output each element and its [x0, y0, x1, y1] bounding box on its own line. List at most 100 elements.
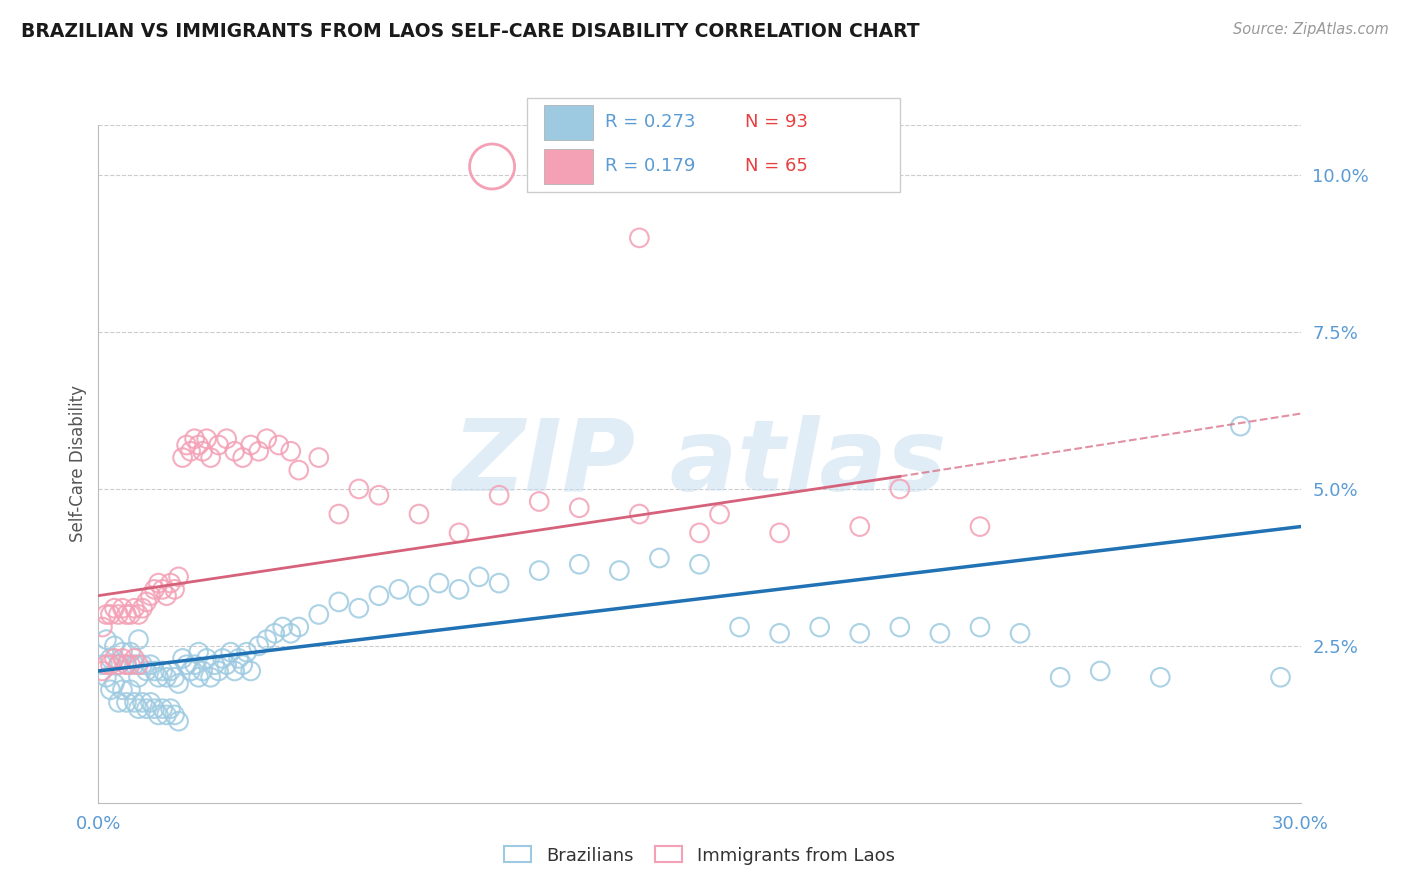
Point [256, 432, 278, 446]
Point [187, 645, 209, 659]
Point [849, 626, 872, 640]
Point [155, 589, 177, 603]
Point [929, 626, 952, 640]
Point [1149, 670, 1171, 684]
Point [529, 564, 551, 578]
Point [176, 657, 198, 672]
Point [115, 607, 138, 622]
Point [328, 595, 350, 609]
Point [155, 707, 177, 722]
Legend: Brazilians, Immigrants from Laos: Brazilians, Immigrants from Laos [498, 839, 901, 871]
Point [96, 670, 118, 684]
Point [167, 676, 190, 690]
Point [488, 488, 510, 502]
Point [239, 664, 262, 678]
Point [148, 670, 170, 684]
Point [128, 607, 150, 622]
Point [228, 651, 250, 665]
Point [124, 651, 146, 665]
Point [427, 576, 450, 591]
Point [120, 645, 142, 659]
Point [139, 695, 162, 709]
Text: N = 65: N = 65 [745, 158, 808, 176]
Point [120, 682, 142, 697]
Point [115, 657, 138, 672]
Point [288, 620, 311, 634]
Point [131, 601, 153, 615]
Point [100, 682, 122, 697]
Point [191, 444, 214, 458]
Point [187, 670, 209, 684]
Point [219, 645, 242, 659]
Text: ZIP atlas: ZIP atlas [453, 416, 946, 512]
Point [232, 657, 254, 672]
Point [208, 438, 231, 452]
Point [163, 670, 186, 684]
Point [256, 632, 278, 647]
Point [107, 695, 129, 709]
Point [124, 657, 146, 672]
Point [889, 620, 911, 634]
Point [969, 519, 991, 533]
Point [111, 682, 134, 697]
Point [107, 657, 129, 672]
Point [159, 701, 181, 715]
Text: R = 0.273: R = 0.273 [605, 113, 695, 131]
Point [447, 525, 470, 540]
Point [111, 645, 134, 659]
Point [648, 551, 671, 566]
Point [91, 657, 114, 672]
Point [628, 507, 651, 521]
Point [111, 601, 134, 615]
Point [215, 657, 238, 672]
Point [468, 570, 491, 584]
Point [195, 432, 218, 446]
Point [609, 564, 631, 578]
Point [103, 676, 125, 690]
Point [195, 651, 218, 665]
Point [280, 626, 302, 640]
Point [769, 525, 792, 540]
Point [107, 607, 129, 622]
Point [139, 589, 162, 603]
Point [96, 607, 118, 622]
Point [167, 570, 190, 584]
Point [347, 482, 370, 496]
Point [155, 670, 177, 684]
Point [135, 701, 157, 715]
Point [124, 695, 146, 709]
Point [152, 664, 174, 678]
Point [111, 651, 134, 665]
Point [100, 651, 122, 665]
Point [124, 601, 146, 615]
Point [215, 432, 238, 446]
Point [163, 707, 186, 722]
Point [368, 589, 391, 603]
Point [152, 582, 174, 597]
Point [163, 582, 186, 597]
Point [849, 519, 872, 533]
Point [183, 657, 205, 672]
Point [447, 582, 470, 597]
Point [100, 607, 122, 622]
Point [135, 664, 157, 678]
Point [128, 632, 150, 647]
Point [247, 639, 270, 653]
Point [709, 507, 731, 521]
Point [120, 657, 142, 672]
Point [211, 651, 233, 665]
Point [96, 632, 118, 647]
Point [247, 444, 270, 458]
Point [172, 450, 194, 465]
Point [224, 444, 246, 458]
Point [408, 589, 430, 603]
Point [969, 620, 991, 634]
Point [267, 438, 290, 452]
Point [728, 620, 751, 634]
Point [128, 657, 150, 672]
Point [148, 576, 170, 591]
Point [115, 695, 138, 709]
Point [347, 601, 370, 615]
Point [143, 582, 166, 597]
Point [103, 601, 125, 615]
